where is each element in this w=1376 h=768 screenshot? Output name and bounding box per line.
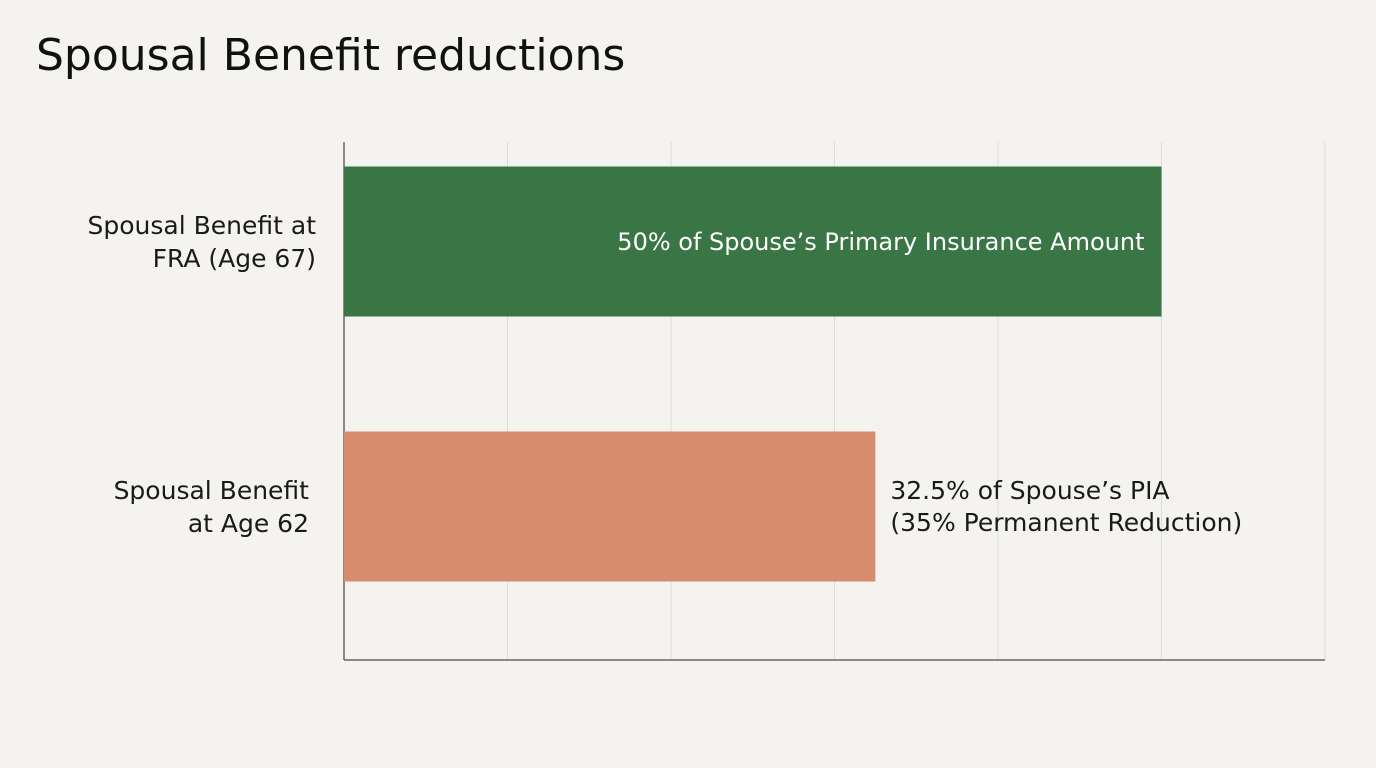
bar bbox=[344, 166, 1162, 317]
chart-title: Spousal Benefit reductions bbox=[36, 30, 626, 81]
category-label: Spousal Benefit at Age 62 bbox=[113, 475, 309, 538]
bar bbox=[344, 431, 876, 582]
data-label: 32.5% of Spouse’s PIA (35% Permanent Red… bbox=[890, 475, 1243, 537]
category-label: Spousal Benefit at FRA (Age 67) bbox=[87, 210, 317, 273]
data-label: 50% of Spouse’s Primary Insurance Amount bbox=[617, 227, 1145, 256]
